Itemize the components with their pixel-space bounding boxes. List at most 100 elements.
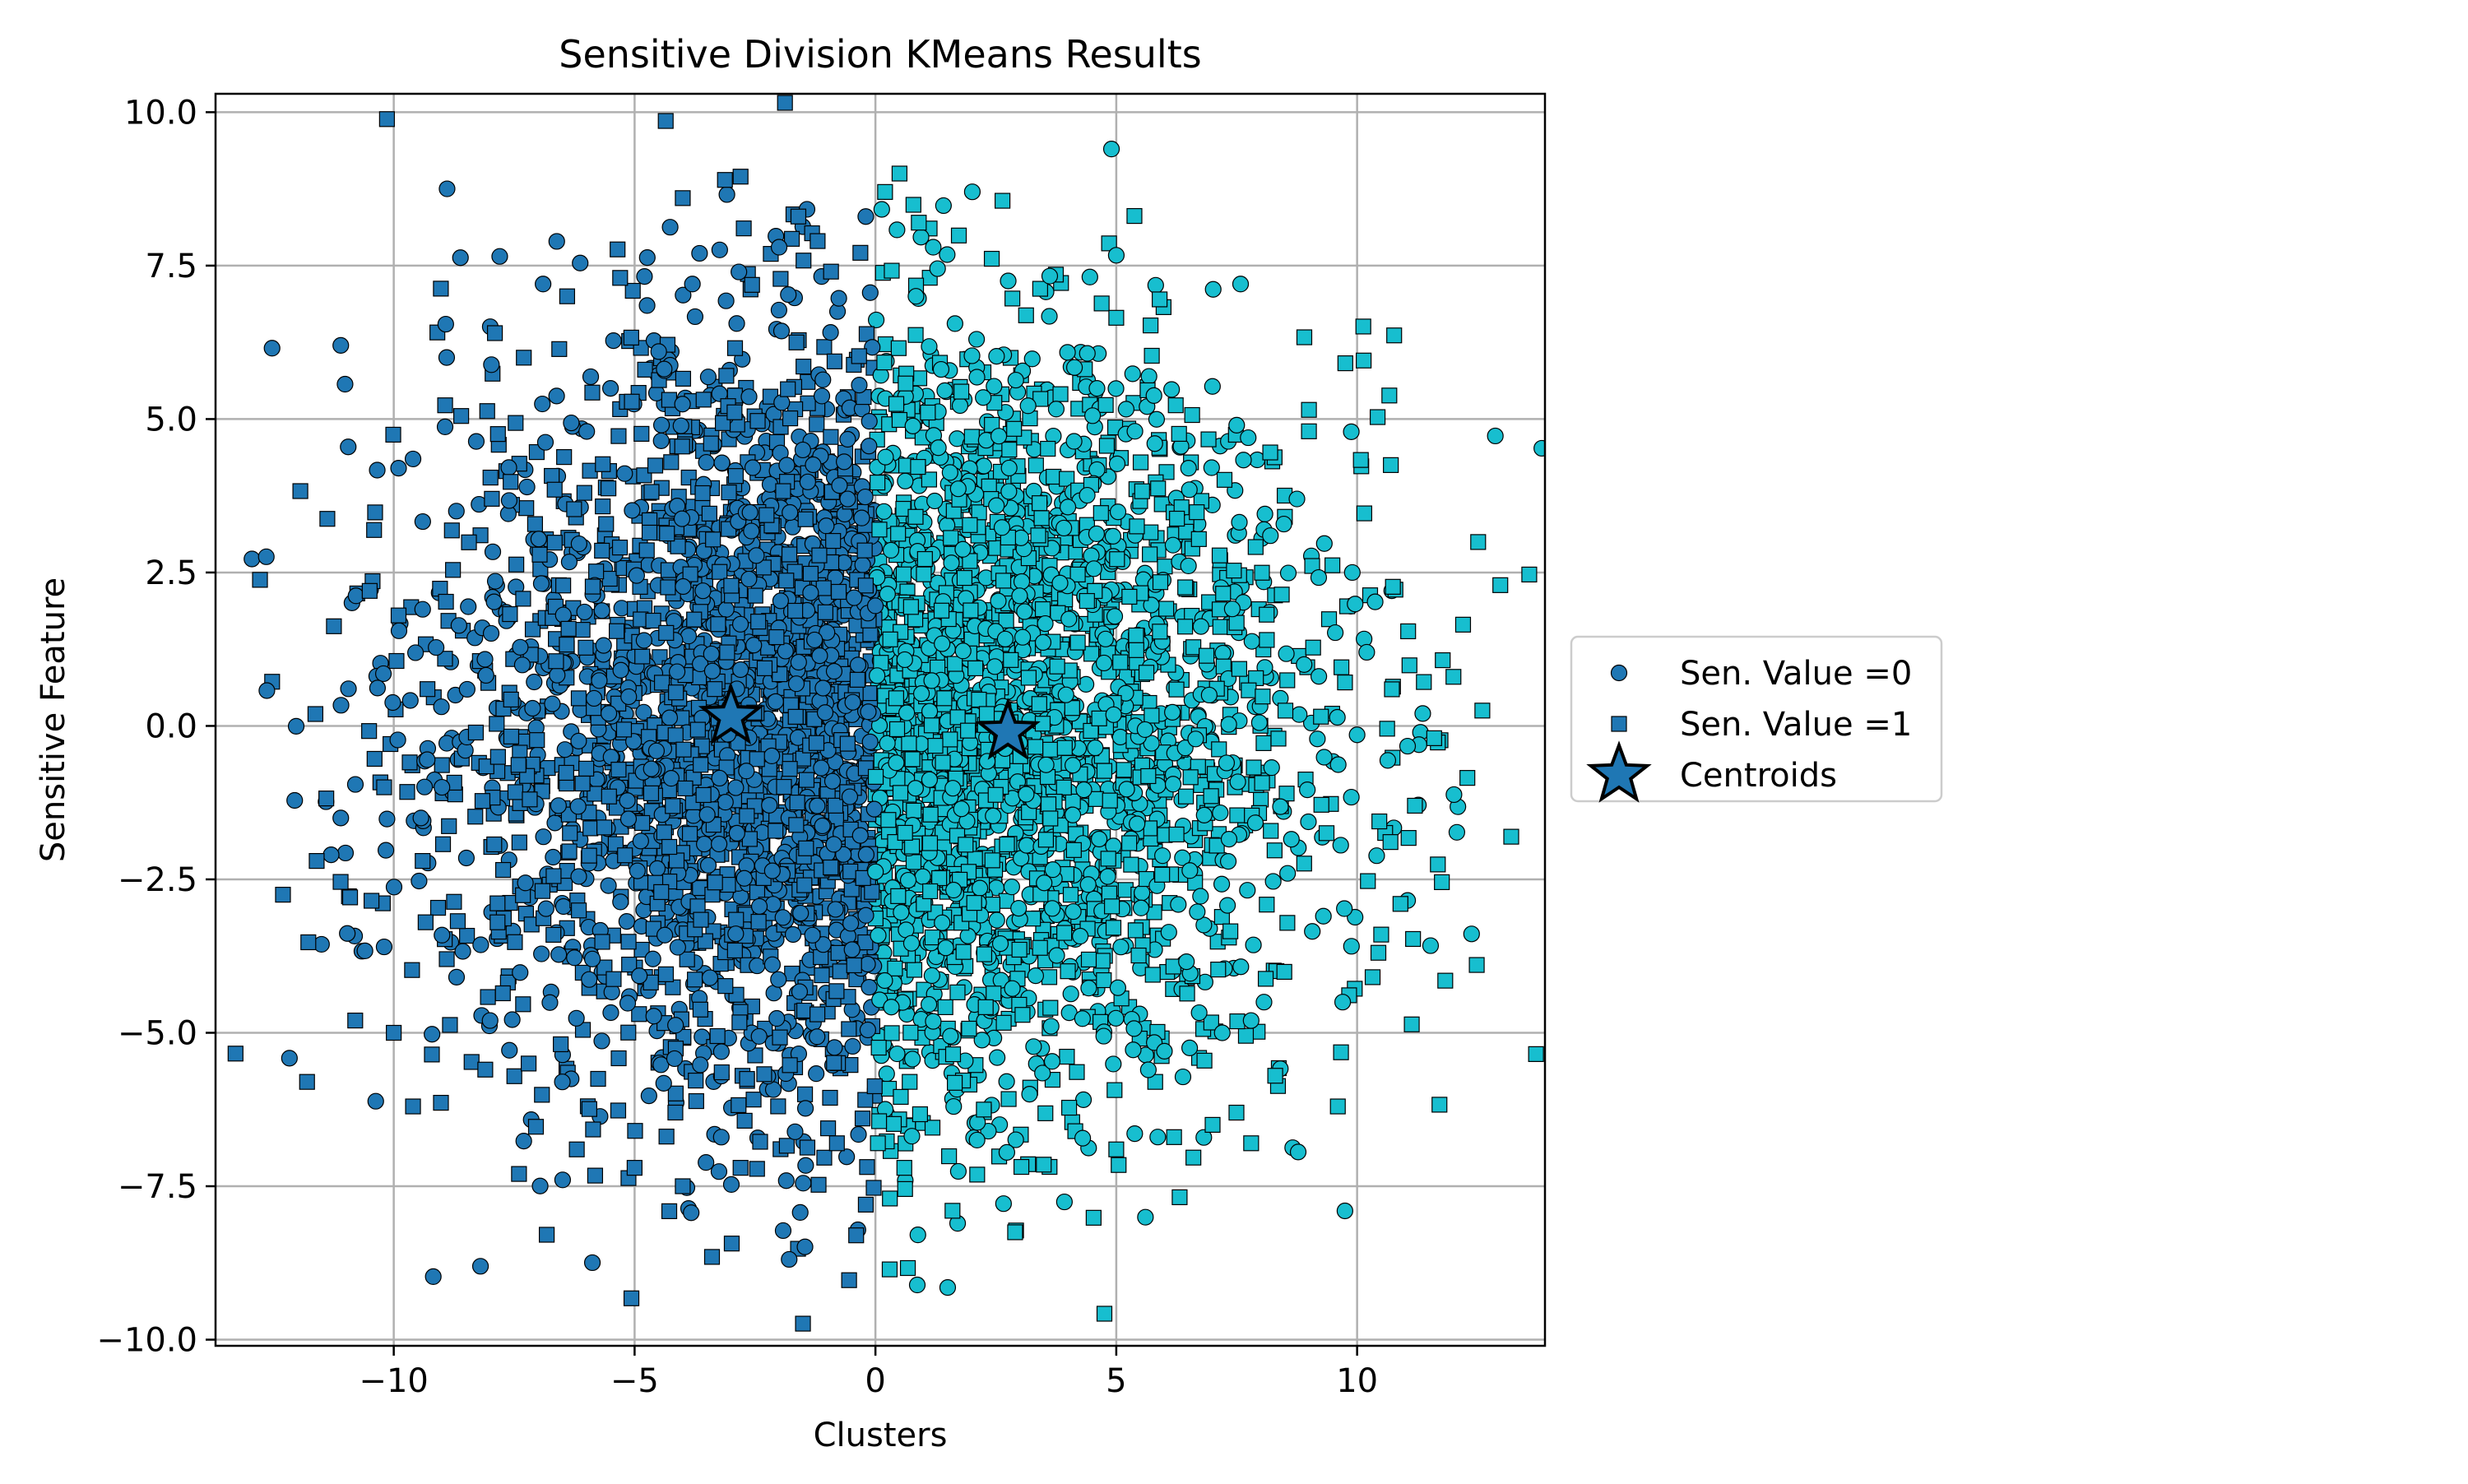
- data-point-circle: [1079, 345, 1095, 361]
- data-point-circle: [571, 536, 587, 552]
- data-point-square: [438, 595, 453, 610]
- data-point-circle: [1240, 883, 1255, 898]
- data-point-circle: [1015, 629, 1031, 645]
- data-point-square: [963, 517, 977, 532]
- data-point-circle: [591, 673, 607, 689]
- data-point-circle: [357, 943, 373, 958]
- data-point-square: [779, 1139, 794, 1153]
- data-point-circle: [554, 1172, 570, 1188]
- data-point-square: [850, 672, 865, 687]
- data-point-circle: [1088, 740, 1103, 756]
- data-point-circle: [687, 308, 703, 324]
- data-point-square: [509, 557, 524, 572]
- data-point-square: [1230, 1014, 1245, 1029]
- data-point-square: [577, 485, 591, 500]
- data-point-square: [717, 173, 732, 188]
- data-point-circle: [795, 442, 810, 457]
- data-point-square: [563, 826, 578, 841]
- data-point-square: [444, 523, 459, 538]
- data-point-circle: [1276, 517, 1292, 532]
- data-point-square: [1230, 808, 1245, 823]
- data-point-circle: [536, 829, 551, 845]
- data-point-circle: [728, 780, 744, 795]
- data-point-square: [870, 475, 885, 490]
- data-point-circle: [947, 316, 963, 332]
- data-point-square: [912, 1107, 927, 1122]
- data-point-square: [790, 795, 805, 810]
- data-point-square: [1095, 953, 1110, 968]
- data-point-circle: [861, 414, 877, 429]
- data-point-circle: [527, 674, 542, 689]
- data-point-square: [1254, 792, 1269, 807]
- data-point-square: [547, 536, 562, 550]
- data-point-square: [882, 1262, 897, 1277]
- data-point-square: [878, 336, 893, 351]
- data-point-circle: [997, 631, 1013, 647]
- data-point-circle: [1221, 716, 1236, 732]
- data-point-circle: [545, 850, 561, 865]
- data-point-square: [810, 1007, 825, 1022]
- data-point-circle: [888, 755, 904, 771]
- data-point-square: [490, 915, 505, 930]
- data-point-circle: [953, 801, 969, 817]
- data-point-square: [938, 999, 953, 1014]
- data-point-circle: [939, 247, 955, 262]
- data-point-square: [624, 1291, 639, 1305]
- data-point-circle: [413, 810, 429, 826]
- data-point-circle: [1400, 739, 1416, 754]
- data-point-square: [821, 1121, 836, 1136]
- data-point-square: [1255, 565, 1269, 580]
- data-point-circle: [823, 325, 838, 341]
- data-point-circle: [1018, 837, 1034, 853]
- data-point-square: [516, 591, 531, 606]
- data-point-circle: [513, 639, 528, 655]
- data-point-square: [464, 1055, 479, 1069]
- data-point-circle: [1105, 528, 1120, 544]
- data-point-square: [1144, 348, 1159, 363]
- data-point-circle: [1085, 408, 1101, 424]
- data-point-square: [1387, 328, 1402, 343]
- data-point-circle: [1111, 504, 1126, 520]
- data-point-circle: [545, 696, 560, 712]
- data-point-circle: [862, 734, 878, 749]
- data-point-square: [540, 1227, 554, 1242]
- data-point-square: [519, 501, 534, 516]
- data-point-circle: [1175, 1069, 1190, 1085]
- data-point-circle: [517, 875, 533, 891]
- data-point-square: [796, 253, 811, 268]
- data-point-square: [1038, 832, 1053, 847]
- data-point-square: [1015, 1008, 1030, 1023]
- data-point-square: [511, 758, 526, 772]
- data-point-circle: [385, 694, 401, 710]
- data-point-square: [1460, 771, 1475, 786]
- data-point-circle: [700, 369, 716, 385]
- data-point-circle: [1038, 757, 1054, 772]
- data-point-square: [293, 484, 308, 499]
- data-point-square: [1227, 563, 1241, 578]
- data-point-square: [490, 896, 505, 911]
- data-point-square: [896, 567, 911, 582]
- data-point-circle: [876, 503, 892, 519]
- data-point-circle: [653, 433, 669, 448]
- data-point-circle: [692, 245, 707, 261]
- data-point-circle: [434, 927, 450, 943]
- data-point-circle: [1278, 646, 1294, 661]
- data-point-circle: [675, 397, 690, 412]
- data-point-square: [658, 967, 673, 981]
- data-point-square: [1361, 874, 1375, 888]
- data-point-circle: [1127, 424, 1143, 439]
- data-point-square: [704, 1250, 719, 1264]
- data-point-square: [1260, 633, 1274, 647]
- data-point-circle: [990, 593, 1006, 609]
- data-point-square: [858, 578, 873, 593]
- data-point-circle: [519, 479, 535, 494]
- data-point-square: [1169, 827, 1184, 842]
- data-point-circle: [458, 850, 474, 865]
- data-point-circle: [656, 361, 672, 377]
- data-point-circle: [1108, 1010, 1124, 1026]
- data-point-square: [1041, 797, 1056, 812]
- data-point-square: [942, 1149, 957, 1164]
- data-point-square: [578, 640, 593, 655]
- data-point-square: [1190, 505, 1204, 520]
